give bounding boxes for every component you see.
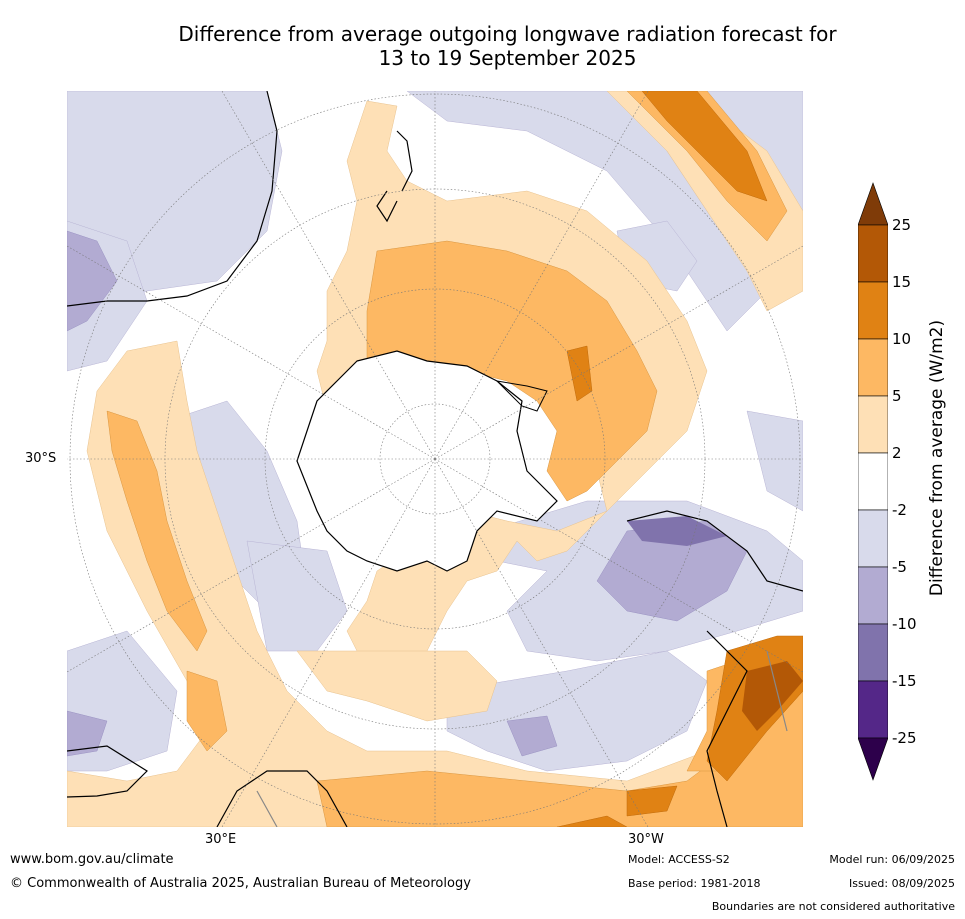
country-boundaries xyxy=(256,650,788,827)
australia-coastline xyxy=(67,91,278,798)
model-run-text: Model run: 06/09/2025 xyxy=(829,853,955,866)
base-period-text: Base period: 1981-2018 xyxy=(628,877,761,890)
colorbar-under-arrow xyxy=(858,737,888,781)
colorbar-tick-label: 25 xyxy=(892,216,912,234)
lon-label-30w: 30°W xyxy=(628,832,664,847)
colorbar: 25 15 10 5 2 -2 -5 -10 -15 -25 xyxy=(858,182,965,782)
new-zealand-coastline xyxy=(376,130,413,223)
colorbar-tick-label: 2 xyxy=(892,444,902,462)
colorbar-bin xyxy=(858,623,888,682)
anomaly-darkest-orange xyxy=(742,661,803,731)
colorbar-bin xyxy=(858,395,888,454)
colorbar-bin xyxy=(858,281,888,340)
colorbar-bin xyxy=(858,509,888,568)
lat-label-30s: 30°S xyxy=(25,451,57,466)
colorbar-bin xyxy=(858,338,888,397)
africa-coastline xyxy=(216,770,348,827)
colorbar-bin xyxy=(858,680,888,739)
copyright-text: © Commonwealth of Australia 2025, Austra… xyxy=(10,876,471,891)
colorbar-over-arrow xyxy=(858,182,888,226)
south-america-coastline xyxy=(626,510,803,827)
colorbar-tick-label: -15 xyxy=(892,672,917,690)
antarctica-coastline xyxy=(296,350,558,572)
antarctic-peninsula xyxy=(495,380,548,412)
colorbar-tick-label: 15 xyxy=(892,273,912,291)
colorbar-bin xyxy=(858,452,888,511)
colorbar-tick-label: -10 xyxy=(892,615,917,633)
issued-text: Issued: 08/09/2025 xyxy=(848,877,955,890)
lon-label-30e: 30°E xyxy=(205,832,237,847)
colorbar-swatches xyxy=(858,182,888,781)
model-text: Model: ACCESS-S2 xyxy=(628,853,730,866)
graticule xyxy=(67,91,803,827)
title-line-1: Difference from average outgoing longwav… xyxy=(178,22,837,46)
colorbar-bin xyxy=(858,224,888,283)
title-line-2: 13 to 19 September 2025 xyxy=(378,46,637,70)
colorbar-bin xyxy=(858,566,888,625)
colorbar-tick-label: -25 xyxy=(892,729,917,747)
anomaly-medium-purple xyxy=(67,230,748,757)
colorbar-tick-label: -2 xyxy=(892,501,907,519)
colorbar-tick-label: 10 xyxy=(892,330,912,348)
map-title: Difference from average outgoing longwav… xyxy=(60,22,955,70)
colorbar-tick-label: 5 xyxy=(892,387,902,405)
disclaimer-text: Boundaries are not considered authoritat… xyxy=(711,900,955,913)
website-link[interactable]: www.bom.gov.au/climate xyxy=(10,852,174,867)
anomaly-dark-purple xyxy=(627,516,727,546)
olr-anomaly-map xyxy=(67,91,803,827)
colorbar-tick-label: -5 xyxy=(892,558,907,576)
